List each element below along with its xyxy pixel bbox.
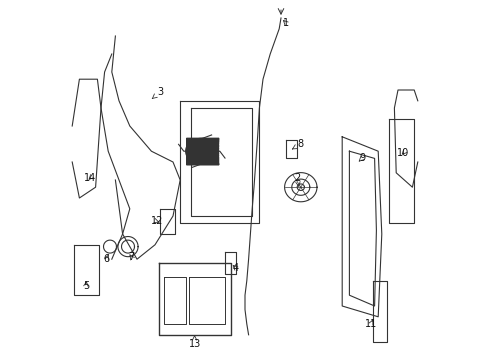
Text: 7: 7 [128,252,135,262]
Text: 12: 12 [150,216,163,226]
Text: 13: 13 [189,336,201,349]
Text: 9: 9 [359,153,365,163]
Text: 14: 14 [84,173,97,183]
Text: 8: 8 [293,139,304,149]
Text: 5: 5 [83,281,89,291]
Text: 10: 10 [397,148,410,158]
Text: 11: 11 [365,319,377,329]
Text: 6: 6 [103,254,109,264]
Text: 3: 3 [152,87,164,99]
Text: 4: 4 [233,263,239,273]
Text: 2: 2 [294,173,300,186]
Text: 1: 1 [283,18,290,28]
